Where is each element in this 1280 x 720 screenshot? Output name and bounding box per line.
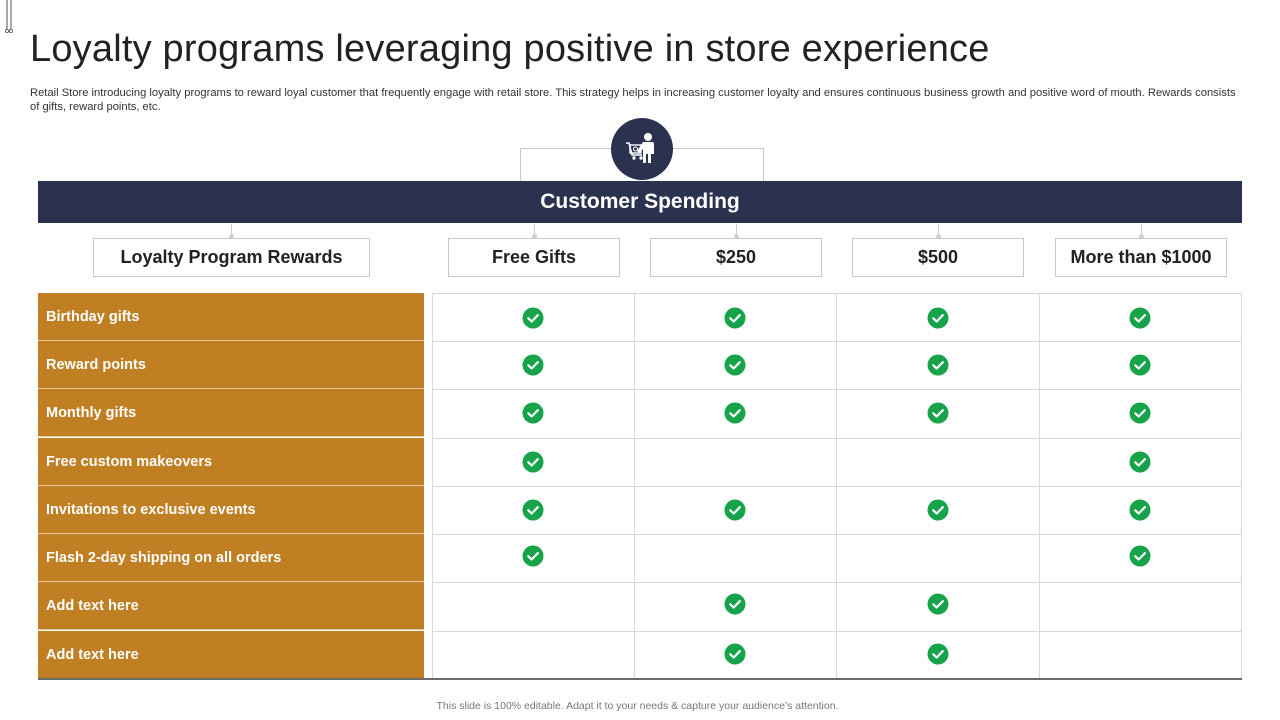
check-icon	[927, 402, 949, 424]
column-header-250: $250	[650, 238, 822, 277]
grid-divider	[432, 293, 1242, 294]
check-icon	[927, 643, 949, 665]
check-icon	[724, 354, 746, 376]
column-header-500: $500	[852, 238, 1024, 277]
check-icon	[522, 354, 544, 376]
connector-line	[231, 224, 232, 238]
check-icon	[724, 307, 746, 329]
row-label-monthly-gifts: Monthly gifts	[38, 389, 424, 437]
grid-divider	[432, 341, 1242, 342]
icon-badge	[611, 118, 673, 180]
check-icon	[522, 451, 544, 473]
table-bottom-rule	[38, 678, 1242, 680]
connector-line	[1141, 224, 1142, 238]
row-label-reward-points: Reward points	[38, 341, 424, 389]
connector-line	[534, 224, 535, 238]
check-icon	[927, 593, 949, 615]
connector-line	[938, 224, 939, 238]
row-label-free-custom-makeovers: Free custom makeovers	[38, 438, 424, 486]
check-icon	[522, 499, 544, 521]
connector-dot	[1139, 234, 1144, 239]
check-icon	[927, 307, 949, 329]
page-title: Loyalty programs leveraging positive in …	[30, 28, 990, 70]
row-label-birthday-gifts: Birthday gifts	[38, 293, 424, 341]
column-header-free-gifts: Free Gifts	[448, 238, 620, 277]
grid-divider	[432, 631, 1242, 632]
check-grid	[432, 293, 1242, 679]
check-icon	[927, 499, 949, 521]
connector-dot	[936, 234, 941, 239]
row-label-exclusive-events: Invitations to exclusive events	[38, 486, 424, 534]
check-icon	[724, 402, 746, 424]
check-icon	[724, 643, 746, 665]
check-icon	[522, 402, 544, 424]
grid-divider	[432, 438, 1242, 439]
corner-decoration-icon	[4, 0, 14, 33]
connector-dot	[532, 234, 537, 239]
shopping-cart-person-icon	[626, 133, 654, 163]
connector-line	[736, 224, 737, 238]
grid-divider	[432, 534, 1242, 535]
check-icon	[724, 499, 746, 521]
grid-divider	[432, 582, 1242, 583]
connector-dot	[229, 234, 234, 239]
row-label-add-text-2: Add text here	[38, 631, 424, 679]
customer-spending-header: Customer Spending	[38, 181, 1242, 223]
grid-divider	[432, 486, 1242, 487]
check-icon	[1129, 545, 1151, 567]
footer-note: This slide is 100% editable. Adapt it to…	[436, 700, 839, 712]
check-icon	[522, 545, 544, 567]
grid-divider	[432, 389, 1242, 390]
page-subtitle: Retail Store introducing loyalty program…	[30, 87, 1236, 113]
check-icon	[1129, 307, 1151, 329]
check-icon	[1129, 499, 1151, 521]
row-label-add-text-1: Add text here	[38, 582, 424, 630]
check-icon	[522, 307, 544, 329]
check-icon	[1129, 354, 1151, 376]
column-header-rewards: Loyalty Program Rewards	[93, 238, 370, 277]
column-header-1000-plus: More than $1000	[1055, 238, 1227, 277]
check-icon	[1129, 402, 1151, 424]
customer-spending-label: Customer Spending	[540, 190, 740, 213]
check-icon	[1129, 451, 1151, 473]
check-icon	[724, 593, 746, 615]
connector-dot	[734, 234, 739, 239]
check-icon	[927, 354, 949, 376]
row-label-flash-shipping: Flash 2-day shipping on all orders	[38, 534, 424, 582]
